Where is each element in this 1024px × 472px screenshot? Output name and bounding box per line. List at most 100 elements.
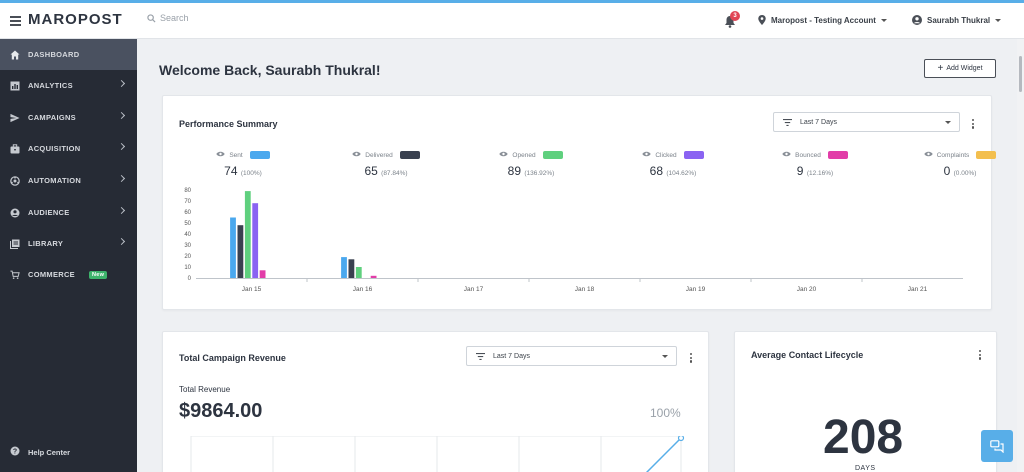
legend-swatch [976, 151, 997, 159]
sidebar-item-commerce[interactable]: COMMERCE New [0, 259, 137, 290]
chevron-down-icon [662, 355, 668, 358]
card-title: Performance Summary [179, 119, 278, 129]
eye-icon[interactable] [642, 151, 652, 159]
metric-header: Delivered [321, 150, 451, 160]
metric-clicked: Clicked 68 (104.62%) [608, 150, 738, 178]
bar-opened [355, 267, 362, 278]
chat-button[interactable] [981, 430, 1013, 462]
metric-header: Complaints [895, 150, 1024, 160]
sidebar-item-dashboard[interactable]: DASHBOARD [0, 39, 137, 70]
metric-percent: (136.92%) [524, 170, 555, 177]
user-menu[interactable]: Saurabh Thukral [912, 15, 1002, 25]
x-tick-label: Jan 21 [908, 286, 928, 293]
total-revenue-label: Total Revenue [179, 385, 231, 394]
x-tick-label: Jan 17 [464, 286, 484, 293]
metric-value: 89 [507, 164, 521, 178]
new-badge: New [88, 270, 108, 279]
lifecycle-value: 208 [823, 411, 904, 464]
page-title: Welcome Back, Saurabh Thukral! [159, 62, 381, 78]
sidebar-item-automation[interactable]: AUTOMATION [0, 165, 137, 196]
metric-sent: Sent 74 (100%) [178, 150, 308, 178]
menu-icon[interactable] [10, 16, 21, 26]
metric-label: Complaints [936, 151, 970, 159]
app-logo[interactable]: MAROPOST [28, 11, 123, 28]
y-tick-label: 0 [188, 276, 192, 282]
sidebar-item-analytics[interactable]: ANALYTICS [0, 70, 137, 101]
date-range-select[interactable]: Last 7 Days [773, 112, 960, 132]
eye-icon[interactable] [216, 151, 226, 159]
search-input[interactable]: Search [147, 13, 189, 23]
metric-delivered: Delivered 65 (87.84%) [321, 150, 451, 178]
bar-sent [341, 257, 347, 278]
contact-lifecycle-card: Average Contact Lifecycle 208 DAYS [734, 331, 997, 472]
y-tick-label: 80 [184, 188, 191, 194]
card-title: Average Contact Lifecycle [751, 350, 864, 360]
chevron-right-icon [117, 142, 126, 151]
bar-delivered [348, 259, 355, 278]
card-title: Total Campaign Revenue [179, 353, 286, 363]
analytics-icon [10, 81, 20, 91]
date-range-value: Last 7 Days [800, 118, 837, 126]
x-tick-label: Jan 20 [797, 286, 817, 293]
legend-swatch [249, 151, 270, 159]
metric-bounced: Bounced 9 (12.16%) [750, 150, 880, 178]
metric-value: 74 [224, 164, 238, 178]
sidebar-item-campaigns[interactable]: CAMPAIGNS [0, 102, 137, 133]
eye-icon[interactable] [352, 151, 361, 159]
page-scrollbar[interactable] [1017, 39, 1024, 472]
search-icon [147, 14, 156, 23]
metric-label: Bounced [795, 151, 821, 159]
metric-percent: (87.84%) [381, 170, 408, 177]
more-options-icon[interactable] [979, 350, 982, 361]
y-tick-label: 30 [184, 243, 191, 249]
add-widget-button[interactable]: + Add Widget [924, 59, 996, 78]
help-icon: ? [10, 446, 20, 458]
more-options-icon[interactable] [972, 119, 975, 130]
plus-icon: + [937, 63, 944, 74]
metric-value-row: 0 (0.00%) [895, 164, 1024, 178]
metric-header: Sent [178, 150, 308, 160]
metric-value-row: 89 (136.92%) [466, 164, 596, 178]
user-name: Saurabh Thukral [927, 15, 991, 25]
y-tick-label: 60 [184, 210, 191, 216]
revenue-chart [190, 436, 685, 472]
add-widget-label: Add Widget [946, 65, 983, 72]
eye-icon[interactable] [782, 151, 791, 159]
metric-value-row: 68 (104.62%) [608, 164, 738, 178]
sidebar-item-label: DASHBOARD [28, 50, 80, 59]
eye-icon[interactable] [924, 151, 933, 159]
performance-chart: 0 10 20 30 40 50 60 70 80 Jan 15 Jan 16 Jan 17 Jan 1… [184, 188, 963, 293]
metric-percent: (12.16%) [806, 170, 834, 177]
user-avatar-icon [912, 15, 922, 25]
sidebar-item-label: ANALYTICS [28, 81, 73, 90]
metric-percent: (100%) [240, 170, 262, 177]
scrollbar-thumb[interactable] [1019, 56, 1022, 92]
sidebar-item-audience[interactable]: AUDIENCE [0, 197, 137, 228]
y-tick-label: 20 [184, 254, 191, 260]
y-tick-label: 10 [184, 265, 191, 271]
search-placeholder: Search [160, 13, 189, 23]
metric-label: Clicked [655, 151, 677, 159]
eye-icon[interactable] [499, 151, 509, 159]
sidebar-item-library[interactable]: LIBRARY [0, 228, 137, 259]
cart-icon [10, 270, 20, 280]
briefcase-icon [10, 143, 20, 154]
metric-value: 0 [943, 164, 951, 178]
chevron-down-icon [945, 121, 951, 124]
metric-value-row: 65 (87.84%) [321, 164, 451, 178]
automation-icon [10, 175, 20, 186]
chat-icon [990, 439, 1004, 453]
notification-badge: 3 [730, 11, 740, 21]
revenue-gridlines [190, 436, 683, 472]
metric-value: 68 [649, 164, 663, 178]
metric-value: 65 [364, 164, 378, 178]
filter-icon [783, 118, 792, 126]
revenue-date-range-select[interactable]: Last 7 Days [466, 346, 677, 366]
sidebar-item-acquisition[interactable]: ACQUISITION [0, 133, 137, 164]
account-selector[interactable]: Maropost - Testing Account [758, 15, 887, 25]
more-options-icon[interactable] [690, 353, 693, 364]
help-center-link[interactable]: ? Help Center [0, 446, 137, 458]
bar-bounced [259, 270, 266, 278]
chevron-down-icon [995, 18, 1002, 22]
date-range-value: Last 7 Days [493, 352, 530, 360]
